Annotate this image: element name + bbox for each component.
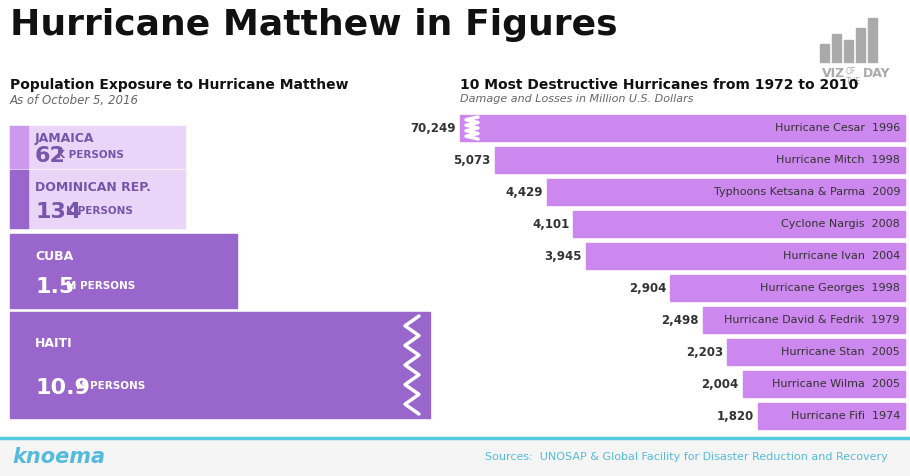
Text: 4,429: 4,429 xyxy=(505,186,542,198)
Text: 70,249: 70,249 xyxy=(410,121,456,135)
Bar xyxy=(727,339,905,365)
Text: 1,820: 1,820 xyxy=(716,409,753,423)
Text: As of October 5, 2016: As of October 5, 2016 xyxy=(10,94,139,107)
Text: OF
THE: OF THE xyxy=(846,67,861,86)
Text: Hurricane Ivan  2004: Hurricane Ivan 2004 xyxy=(783,251,900,261)
Bar xyxy=(586,243,905,269)
Bar xyxy=(820,44,829,62)
Bar xyxy=(832,34,841,62)
Text: 10 Most Destructive Hurricanes from 1972 to 2010: 10 Most Destructive Hurricanes from 1972… xyxy=(460,78,858,92)
Bar xyxy=(10,126,185,168)
Text: JAMAICA: JAMAICA xyxy=(35,132,95,145)
Text: 2,904: 2,904 xyxy=(629,281,666,295)
Bar xyxy=(573,211,905,237)
Text: Hurricane Georges  1998: Hurricane Georges 1998 xyxy=(760,283,900,293)
Text: 62: 62 xyxy=(35,146,66,166)
Bar xyxy=(10,126,28,168)
Bar xyxy=(743,371,905,397)
Bar xyxy=(703,307,905,333)
Text: Hurricane Mitch  1998: Hurricane Mitch 1998 xyxy=(776,155,900,165)
Text: HAITI: HAITI xyxy=(35,337,73,350)
Text: Population Exposure to Hurricane Matthew: Population Exposure to Hurricane Matthew xyxy=(10,78,349,92)
Bar xyxy=(10,170,185,228)
Text: Sources:  UNOSAP & Global Facility for Disaster Reduction and Recovery: Sources: UNOSAP & Global Facility for Di… xyxy=(485,452,888,462)
Bar xyxy=(10,234,237,308)
Text: VIZ: VIZ xyxy=(822,67,845,80)
Text: CUBA: CUBA xyxy=(35,250,73,263)
Text: 2,004: 2,004 xyxy=(702,377,739,390)
Text: 3,945: 3,945 xyxy=(544,249,581,262)
Text: 2,203: 2,203 xyxy=(685,346,723,358)
Text: 4,101: 4,101 xyxy=(532,218,569,230)
Text: M PERSONS: M PERSONS xyxy=(66,281,136,291)
Bar xyxy=(547,179,905,205)
Bar xyxy=(844,40,853,62)
Text: 1.5: 1.5 xyxy=(35,278,75,298)
Text: Cyclone Nargis  2008: Cyclone Nargis 2008 xyxy=(782,219,900,229)
Text: 2,498: 2,498 xyxy=(662,314,699,327)
Text: Hurricane Fifi  1974: Hurricane Fifi 1974 xyxy=(791,411,900,421)
Text: Damage and Losses in Million U.S. Dollars: Damage and Losses in Million U.S. Dollar… xyxy=(460,94,693,104)
Text: Typhoons Ketsana & Parma  2009: Typhoons Ketsana & Parma 2009 xyxy=(713,187,900,197)
Bar xyxy=(10,312,430,418)
Text: knoema: knoema xyxy=(12,447,106,467)
Text: K PERSONS: K PERSONS xyxy=(66,206,134,216)
Bar xyxy=(460,115,905,141)
Text: Hurricane Stan  2005: Hurricane Stan 2005 xyxy=(782,347,900,357)
Bar xyxy=(0,438,910,476)
Text: DAY: DAY xyxy=(863,67,891,80)
Text: Hurricane Matthew in Figures: Hurricane Matthew in Figures xyxy=(10,8,618,42)
Text: Hurricane Wilma  2005: Hurricane Wilma 2005 xyxy=(772,379,900,389)
Text: Hurricane Cesar  1996: Hurricane Cesar 1996 xyxy=(774,123,900,133)
Bar xyxy=(758,403,905,429)
Text: Hurricane David & Fedrik  1979: Hurricane David & Fedrik 1979 xyxy=(724,315,900,325)
Text: 5,073: 5,073 xyxy=(453,153,490,167)
Bar xyxy=(10,170,28,228)
Bar xyxy=(670,275,905,301)
Text: DOMINICAN REP.: DOMINICAN REP. xyxy=(35,181,151,194)
Text: K PERSONS: K PERSONS xyxy=(57,150,124,160)
Bar xyxy=(856,28,865,62)
Bar xyxy=(494,147,905,173)
Text: M PERSONS: M PERSONS xyxy=(76,381,146,391)
Text: 134: 134 xyxy=(35,202,81,222)
Text: 10.9: 10.9 xyxy=(35,378,90,398)
Bar xyxy=(868,18,877,62)
